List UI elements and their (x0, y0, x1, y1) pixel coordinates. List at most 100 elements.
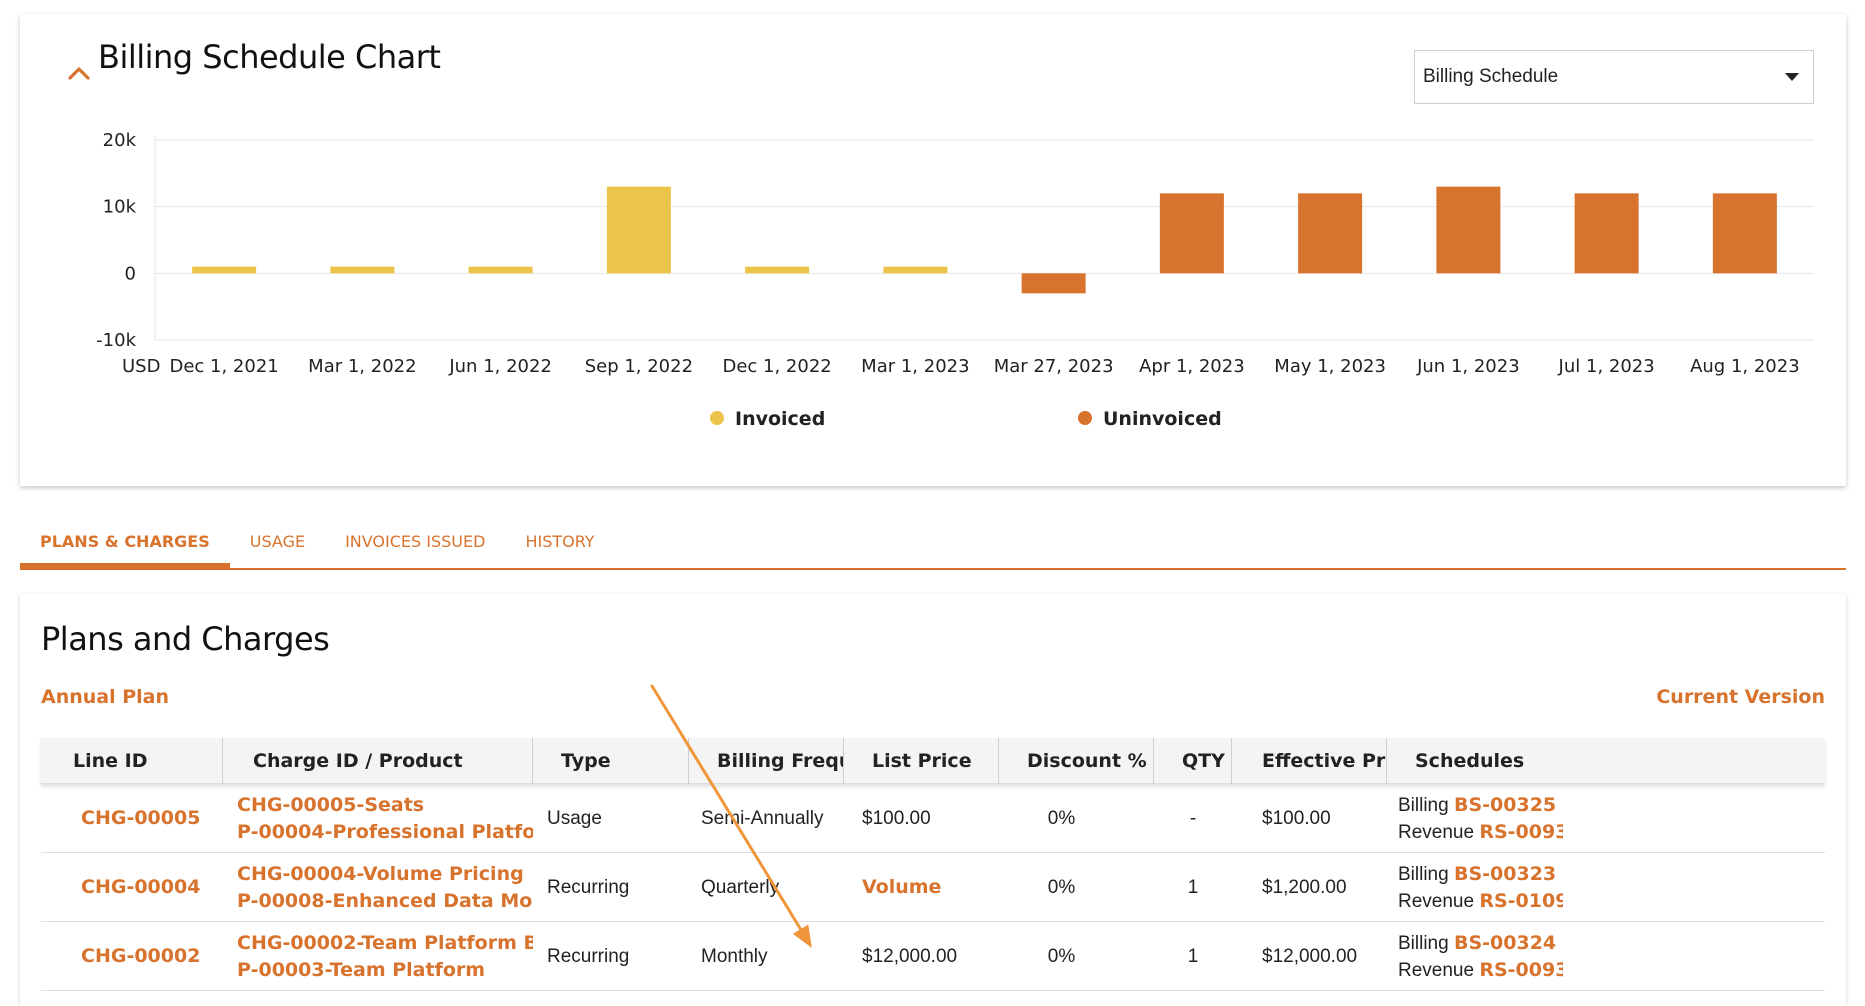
legend-label[interactable]: Uninvoiced (1103, 408, 1222, 430)
column-header[interactable]: Schedules (1415, 750, 1525, 772)
revenue-schedule-link[interactable]: RS-00934 (1479, 958, 1563, 981)
list-price: $12,000.00 (862, 946, 958, 967)
charge-type: Recurring (547, 877, 630, 898)
bar-uninvoiced[interactable] (1159, 193, 1224, 274)
y-tick-label: 10k (103, 197, 137, 218)
plan-name-link[interactable]: Annual Plan (41, 686, 170, 708)
bar-uninvoiced[interactable] (1574, 193, 1639, 274)
current-version-link[interactable]: Current Version (1656, 686, 1825, 708)
billing-frequency: Monthly (701, 946, 768, 967)
list-price-cell: $12,000.00 (844, 922, 999, 991)
bar-invoiced[interactable] (606, 186, 671, 274)
plans-title: Plans and Charges (41, 620, 330, 658)
frequency-cell: Monthly (689, 922, 844, 991)
effective-price: $12,000.00 (1262, 946, 1358, 967)
frequency-cell: Semi-Annually (689, 784, 844, 853)
billing-schedule-chart: 20k 10k 0 -10k USD Dec 1, 2021 Mar 1, 2022 Jun … (96, 130, 1814, 430)
currency-label: USD (122, 356, 160, 377)
column-header[interactable]: Discount % (999, 738, 1154, 784)
type-cell: Recurring (533, 853, 689, 922)
type-cell: Recurring (533, 922, 689, 991)
bar-invoiced[interactable] (883, 266, 948, 274)
effective-price-cell: $1,200.00 (1232, 853, 1387, 922)
qty-value: 1 (1187, 946, 1199, 967)
charge-product-cell: CHG-00005-Seats P-00004-Professional Plat… (223, 784, 533, 853)
x-tick-label: Apr 1, 2023 (1139, 356, 1245, 377)
table-row: CHG-00002 CHG-00002-Team Platform Billed … (41, 922, 1825, 991)
product-link[interactable]: P-00008-Enhanced Data Module (237, 889, 533, 912)
bar-invoiced[interactable] (192, 266, 257, 274)
revenue-schedule-link[interactable]: RS-01095 (1479, 889, 1563, 912)
column-header[interactable]: Type (533, 738, 689, 784)
billing-schedule-link[interactable]: BS-00323 (1453, 862, 1557, 885)
column-header[interactable]: Billing Frequency (689, 738, 844, 784)
y-tick-label: 0 (125, 263, 136, 284)
discount-cell: 0% (999, 922, 1154, 991)
billing-frequency: Semi-Annually (701, 808, 824, 829)
legend-marker (1078, 411, 1092, 425)
legend-label[interactable]: Invoiced (735, 408, 825, 430)
billing-schedule-line: Billing BS-00323 (1398, 861, 1563, 888)
charge-product-cell: CHG-00002-Team Platform Billed Annually P… (223, 922, 533, 991)
column-header[interactable]: QTY (1154, 738, 1232, 784)
list-price-link[interactable]: Volume (862, 876, 942, 898)
billing-schedule-link[interactable]: BS-00324 (1453, 931, 1557, 954)
charge-type: Usage (547, 808, 602, 829)
tab-invoices-issued[interactable]: INVOICES ISSUED (345, 532, 486, 551)
x-tick-label: Mar 1, 2022 (308, 356, 416, 377)
schedule-type-selected: Billing Schedule (1423, 66, 1559, 87)
discount-value: 0% (1047, 946, 1076, 967)
product-link[interactable]: P-00004-Professional Platform (237, 820, 533, 843)
plans-and-charges-card: Plans and Charges Annual Plan Current Ve… (20, 594, 1846, 1006)
bar-invoiced[interactable] (468, 266, 533, 274)
product-link[interactable]: P-00003-Team Platform (237, 958, 486, 981)
bar-invoiced[interactable] (745, 266, 810, 274)
collapse-button[interactable] (62, 56, 96, 90)
bar-invoiced[interactable] (330, 266, 395, 274)
chevron-up-icon (68, 67, 90, 80)
column-header[interactable]: Effective Price (1232, 738, 1387, 784)
tab-usage[interactable]: USAGE (249, 532, 306, 551)
line-id-link[interactable]: CHG-00002 (81, 945, 201, 967)
line-id-link[interactable]: CHG-00004 (81, 876, 201, 898)
charge-id-link[interactable]: CHG-00004-Volume Pricing (237, 862, 524, 885)
tab-bar: PLANS & CHARGES USAGE INVOICES ISSUED HISTO… (20, 520, 1846, 570)
x-tick-label: Dec 1, 2022 (722, 356, 831, 377)
tab-plans-charges[interactable]: PLANS & CHARGES (20, 520, 230, 568)
list-price: $100.00 (862, 808, 931, 829)
charge-id-link[interactable]: CHG-00002-Team Platform Billed Annually (237, 931, 533, 954)
line-id-cell: CHG-00002 (41, 922, 223, 991)
list-price-cell: $100.00 (844, 784, 999, 853)
bar-uninvoiced[interactable] (1436, 186, 1501, 274)
bar-uninvoiced[interactable] (1298, 193, 1363, 274)
effective-price: $100.00 (1262, 808, 1331, 829)
x-tick-label: Sep 1, 2022 (585, 356, 693, 377)
billing-schedule-line: Billing BS-00325 (1398, 792, 1563, 819)
legend-marker (710, 411, 724, 425)
x-tick-label: Jul 1, 2023 (1558, 356, 1655, 377)
line-id-cell: CHG-00005 (41, 784, 223, 853)
line-id-link[interactable]: CHG-00005 (81, 807, 201, 829)
column-header[interactable]: Charge ID / Product (223, 738, 533, 784)
line-id-cell: CHG-00004 (41, 853, 223, 922)
x-tick-label: Jun 1, 2023 (1416, 356, 1520, 377)
revenue-schedule-line: Revenue RS-01095 (1398, 888, 1563, 915)
schedule-type-select[interactable]: Billing Schedule (1414, 50, 1814, 104)
list-price-cell: Volume (844, 853, 999, 922)
qty-value: - (1189, 808, 1197, 829)
charge-id-link[interactable]: CHG-00005-Seats (237, 793, 425, 816)
charge-product-cell: CHG-00004-Volume Pricing P-00008-Enhanced… (223, 853, 533, 922)
revenue-schedule-link[interactable]: RS-00933 (1479, 820, 1563, 843)
effective-price-cell: $12,000.00 (1232, 922, 1387, 991)
bar-uninvoiced[interactable] (1021, 273, 1086, 294)
column-header[interactable]: Line ID (41, 738, 223, 784)
tab-history[interactable]: HISTORY (525, 532, 595, 551)
table-row: CHG-00004 CHG-00004-Volume Pricing P-00008… (41, 853, 1825, 922)
billing-label: Billing (1398, 932, 1449, 954)
bar-uninvoiced[interactable] (1712, 193, 1777, 274)
x-tick-label: Jun 1, 2022 (448, 356, 552, 377)
billing-schedule-link[interactable]: BS-00325 (1453, 793, 1557, 816)
y-tick-label: -10k (96, 330, 136, 351)
column-header[interactable]: List Price (844, 738, 999, 784)
